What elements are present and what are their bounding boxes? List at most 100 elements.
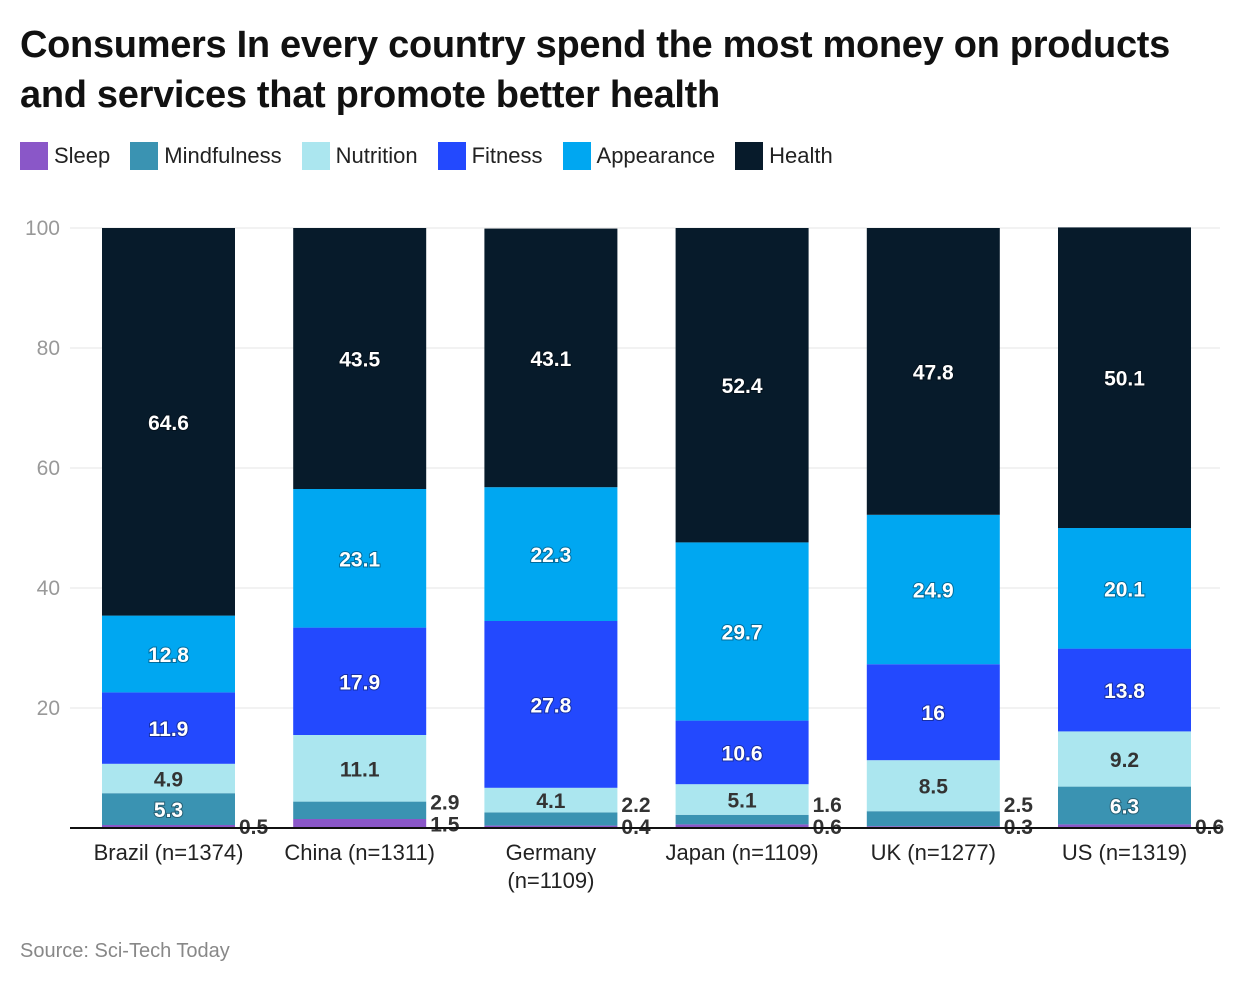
data-label: 2.2: [621, 794, 650, 817]
data-label: 17.9: [339, 671, 380, 694]
bar-segment-fitness: [1058, 648, 1191, 732]
legend-item-appearance[interactable]: Appearance: [562, 142, 716, 170]
data-label: 11.9: [149, 718, 189, 741]
data-label: 11.1: [340, 758, 380, 781]
bar-segment-nutrition: [293, 735, 427, 802]
source-text: Sci-Tech Today: [94, 940, 230, 962]
legend-swatch: [735, 142, 764, 170]
data-label: 43.1: [530, 348, 571, 371]
legend-swatch: [20, 142, 48, 170]
bar-segment-health: [484, 228, 618, 488]
bar-segment-fitness: [102, 692, 235, 764]
data-label: 2.9: [430, 792, 459, 815]
x-tick-label: Japan (n=1109): [666, 840, 819, 865]
data-label: 22.3: [530, 544, 571, 567]
bar-segment-nutrition: [675, 784, 809, 815]
legend-item-mindfulness[interactable]: Mindfulness: [130, 142, 282, 170]
bar-segment-mindfulness: [675, 814, 809, 825]
data-label: 64.6: [148, 412, 189, 435]
legend-item-fitness[interactable]: Fitness: [437, 142, 543, 170]
legend-label: Mindfulness: [164, 143, 282, 168]
bar-segment-appearance: [102, 615, 235, 693]
bar-segment-fitness: [866, 664, 1000, 761]
legend-swatch: [301, 142, 330, 170]
bar-segment-appearance: [1058, 528, 1191, 649]
data-label: 2.5: [1004, 794, 1034, 817]
x-tick-label: Germany: [506, 840, 596, 865]
data-label: 43.5: [339, 349, 380, 372]
bar-segment-fitness: [484, 621, 618, 788]
data-label: 24.9: [913, 580, 954, 603]
data-label: 20.1: [1104, 578, 1145, 601]
data-label: 5.1: [727, 790, 757, 813]
data-label: 9.2: [1110, 749, 1139, 772]
y-tick-label: 20: [37, 697, 60, 720]
bar-segment-health: [675, 228, 809, 543]
bar-segment-health: [1058, 227, 1191, 528]
bar-segment-health: [866, 228, 1000, 515]
bar-segment-fitness: [293, 627, 427, 735]
y-tick-label: 60: [37, 457, 60, 480]
x-tick-label: US (n=1319): [1062, 840, 1187, 865]
data-label: 16: [922, 702, 945, 725]
bar-segment-appearance: [675, 542, 809, 721]
chart-title: Consumers In every country spend the mos…: [20, 24, 1170, 116]
bar-segment-mindfulness: [1058, 786, 1191, 825]
data-label: 8.5: [919, 776, 949, 799]
legend-swatch: [562, 142, 591, 170]
bar-segment-appearance: [866, 514, 1000, 665]
data-label: 29.7: [722, 622, 763, 645]
bar-segment-nutrition: [484, 787, 618, 813]
data-label: 6.3: [1110, 796, 1139, 819]
bar-segment-mindfulness: [866, 811, 1000, 827]
bar-segment-sleep: [675, 824, 809, 828]
bar-segment-sleep: [1058, 824, 1191, 828]
data-label: 1.5: [430, 814, 460, 837]
bar-segment-health: [102, 228, 235, 616]
data-label: 27.8: [530, 694, 571, 717]
legend-swatch: [130, 142, 159, 170]
data-label: 47.8: [913, 361, 954, 384]
y-tick-label: 80: [37, 337, 60, 360]
data-label: 50.1: [1104, 368, 1145, 391]
source-label: Source:: [20, 940, 89, 962]
x-tick-label: China (n=1311): [284, 840, 435, 865]
legend-label: Health: [769, 143, 833, 168]
x-tick-label: Brazil (n=1374): [94, 840, 244, 865]
bar-segment-appearance: [293, 489, 427, 628]
bar-segment-sleep: [293, 819, 427, 828]
bar-segment-nutrition: [866, 760, 1000, 812]
data-label: 4.9: [154, 769, 183, 792]
data-label: 12.8: [148, 644, 189, 667]
bar-segment-sleep: [484, 825, 618, 828]
data-label: 1.6: [813, 794, 842, 817]
y-tick-label: 40: [37, 577, 60, 600]
legend-label: Nutrition: [335, 143, 418, 168]
legend-swatch: [437, 142, 466, 170]
legend: Sleep Mindfulness Nutrition Fitness Appearan…: [20, 142, 833, 170]
bar-segment-mindfulness: [102, 793, 235, 825]
data-label: 4.1: [536, 790, 566, 813]
bar-segment-mindfulness: [484, 812, 618, 826]
bar-segment-appearance: [484, 487, 618, 621]
legend-item-health[interactable]: Health: [735, 142, 833, 170]
data-label: 10.6: [722, 742, 763, 765]
data-label: 23.1: [339, 548, 380, 571]
x-tick-label: (n=1109): [507, 868, 594, 893]
legend-item-nutrition[interactable]: Nutrition: [301, 142, 418, 170]
bar-segment-mindfulness: [293, 801, 427, 819]
legend-label: Sleep: [54, 143, 111, 168]
data-label: 52.4: [722, 375, 763, 398]
source: Source: Sci-Tech Today: [20, 940, 230, 963]
legend-item-sleep[interactable]: Sleep: [20, 142, 110, 170]
bar-segment-nutrition: [102, 763, 235, 794]
y-tick-label: 100: [25, 217, 60, 240]
bar-segment-fitness: [675, 720, 809, 785]
bar-segment-nutrition: [1058, 731, 1191, 787]
data-label: 13.8: [1104, 680, 1145, 703]
bar-segment-health: [293, 228, 427, 489]
bar-segment-sleep: [102, 825, 235, 828]
legend-label: Appearance: [596, 143, 716, 168]
